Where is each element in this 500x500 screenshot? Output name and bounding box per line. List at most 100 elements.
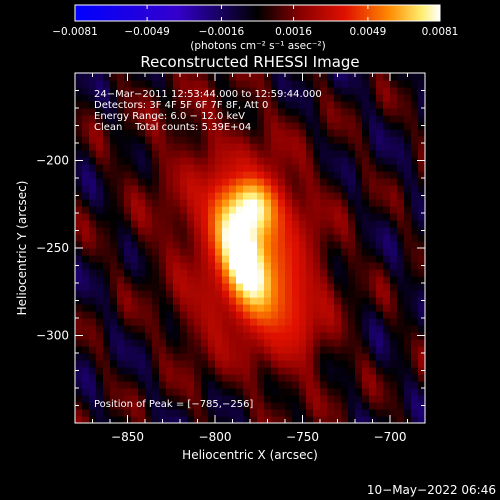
heatmap-cell bbox=[75, 171, 83, 179]
heatmap-cell bbox=[208, 213, 216, 221]
heatmap-cell bbox=[362, 353, 370, 361]
heatmap-cell bbox=[187, 115, 195, 123]
heatmap-cell bbox=[285, 234, 293, 242]
heatmap-cell bbox=[180, 290, 188, 298]
heatmap-cell bbox=[187, 220, 195, 228]
heatmap-cell bbox=[299, 178, 307, 186]
heatmap-cell bbox=[390, 87, 398, 95]
heatmap-cell bbox=[145, 241, 153, 249]
heatmap-cell bbox=[110, 248, 118, 256]
heatmap-cell bbox=[75, 129, 83, 137]
heatmap-cell bbox=[159, 101, 167, 109]
heatmap-cell bbox=[173, 192, 181, 200]
heatmap-cell bbox=[278, 367, 286, 375]
heatmap-cell bbox=[187, 80, 195, 88]
heatmap-cell bbox=[348, 255, 356, 263]
heatmap-cell bbox=[285, 213, 293, 221]
heatmap-cell bbox=[236, 353, 244, 361]
heatmap-cell bbox=[236, 367, 244, 375]
heatmap-cell bbox=[131, 108, 139, 116]
heatmap-cell bbox=[124, 409, 132, 417]
heatmap-cell bbox=[208, 262, 216, 270]
heatmap-cell bbox=[264, 255, 272, 263]
heatmap-cell bbox=[229, 395, 237, 403]
heatmap-cell bbox=[271, 269, 279, 277]
heatmap-cell bbox=[103, 346, 111, 354]
heatmap-cell bbox=[82, 402, 90, 410]
heatmap-cell bbox=[278, 346, 286, 354]
heatmap-cell bbox=[271, 129, 279, 137]
heatmap-cell bbox=[243, 402, 251, 410]
heatmap-cell bbox=[222, 311, 230, 319]
heatmap-cell bbox=[278, 185, 286, 193]
colorbar-units-label: (photons cm⁻² s⁻¹ asec⁻²) bbox=[190, 40, 325, 52]
heatmap-cell bbox=[355, 213, 363, 221]
heatmap-cell bbox=[383, 73, 391, 81]
heatmap-cell bbox=[362, 206, 370, 214]
heatmap-cell bbox=[292, 395, 300, 403]
heatmap-cell bbox=[327, 122, 335, 130]
heatmap-cell bbox=[397, 206, 405, 214]
heatmap-cell bbox=[271, 346, 279, 354]
heatmap-cell bbox=[131, 395, 139, 403]
heatmap-cell bbox=[362, 227, 370, 235]
heatmap-cell bbox=[376, 367, 384, 375]
heatmap-cell bbox=[299, 388, 307, 396]
heatmap-cell bbox=[222, 80, 230, 88]
heatmap-cell bbox=[103, 178, 111, 186]
heatmap-cell bbox=[96, 332, 104, 340]
heatmap-cell bbox=[320, 388, 328, 396]
heatmap-cell bbox=[376, 171, 384, 179]
heatmap-cell bbox=[320, 332, 328, 340]
heatmap-cell bbox=[369, 150, 377, 158]
heatmap-cell bbox=[82, 304, 90, 312]
heatmap-cell bbox=[215, 115, 223, 123]
heatmap-cell bbox=[250, 388, 258, 396]
heatmap-cell bbox=[397, 157, 405, 165]
heatmap-cell bbox=[348, 129, 356, 137]
heatmap-cell bbox=[124, 318, 132, 326]
heatmap-cell bbox=[208, 192, 216, 200]
heatmap-cell bbox=[348, 388, 356, 396]
heatmap-cell bbox=[404, 311, 412, 319]
heatmap-cell bbox=[299, 262, 307, 270]
heatmap-cell bbox=[166, 143, 174, 151]
heatmap-cell bbox=[208, 409, 216, 417]
heatmap-cell bbox=[404, 388, 412, 396]
heatmap-cell bbox=[180, 178, 188, 186]
heatmap-cell bbox=[292, 388, 300, 396]
heatmap-cell bbox=[383, 248, 391, 256]
heatmap-cell bbox=[355, 227, 363, 235]
heatmap-cell bbox=[257, 332, 265, 340]
heatmap-cell bbox=[166, 185, 174, 193]
heatmap-cell bbox=[306, 115, 314, 123]
heatmap-cell bbox=[82, 150, 90, 158]
heatmap-cell bbox=[411, 171, 419, 179]
heatmap-cell bbox=[390, 283, 398, 291]
heatmap-cell bbox=[411, 367, 419, 375]
heatmap-cell bbox=[166, 101, 174, 109]
heatmap-cell bbox=[271, 73, 279, 81]
heatmap-cell bbox=[145, 276, 153, 284]
heatmap-cell bbox=[313, 395, 321, 403]
heatmap-cell bbox=[362, 241, 370, 249]
heatmap-cell bbox=[173, 171, 181, 179]
heatmap-cell bbox=[397, 87, 405, 95]
heatmap-cell bbox=[89, 108, 97, 116]
heatmap-cell bbox=[243, 220, 251, 228]
heatmap-cell bbox=[292, 409, 300, 417]
heatmap-cell bbox=[103, 94, 111, 102]
heatmap-cell bbox=[243, 318, 251, 326]
heatmap-cell bbox=[138, 101, 146, 109]
heatmap-cell bbox=[194, 353, 202, 361]
heatmap-cell bbox=[299, 318, 307, 326]
heatmap-cell bbox=[404, 402, 412, 410]
heatmap-cell bbox=[243, 150, 251, 158]
heatmap-cell bbox=[131, 136, 139, 144]
heatmap-cell bbox=[89, 388, 97, 396]
heatmap-cell bbox=[159, 339, 167, 347]
heatmap-cell bbox=[124, 388, 132, 396]
heatmap-cell bbox=[222, 388, 230, 396]
heatmap-cell bbox=[208, 318, 216, 326]
heatmap-cell bbox=[117, 171, 125, 179]
